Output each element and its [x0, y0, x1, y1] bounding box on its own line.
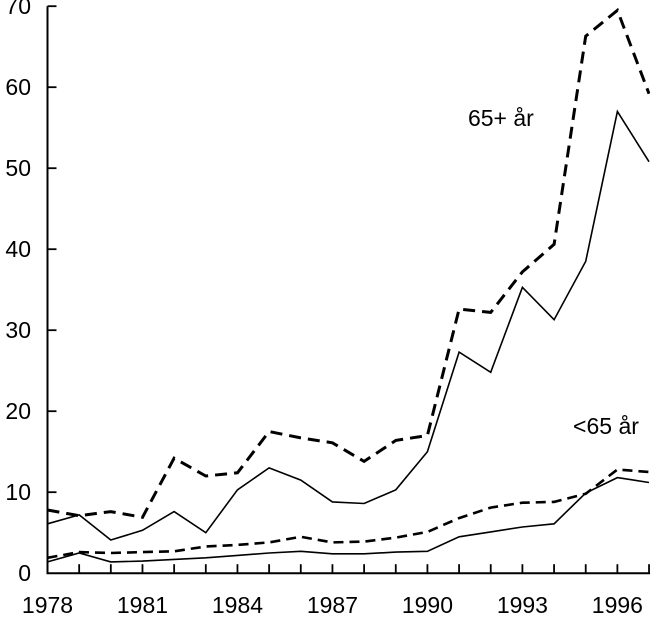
y-axis-tick-label: 60 — [5, 74, 31, 100]
x-axis-tick-label: 1996 — [592, 592, 643, 618]
x-axis-tick-label: 1981 — [117, 592, 168, 618]
x-axis-tick-label: 1993 — [497, 592, 548, 618]
x-axis-tick-label: 1984 — [212, 592, 263, 618]
y-axis-tick-label: 40 — [5, 236, 31, 262]
series-line-65plus-dashed — [47, 7, 650, 519]
y-axis-tick-label: 30 — [5, 317, 31, 343]
series-line-under65-dashed — [47, 468, 650, 560]
y-axis-tick-label: 0 — [18, 560, 31, 586]
y-axis-tick-label: 50 — [5, 155, 31, 181]
y-axis-tick-label: 70 — [5, 0, 31, 19]
series-line-under65-solid — [47, 476, 650, 563]
series-line-65plus-solid — [47, 109, 650, 541]
y-axis-tick-label: 10 — [5, 479, 31, 505]
series-label-under65: <65 år — [573, 413, 639, 439]
series-label-65plus: 65+ år — [468, 105, 534, 131]
x-axis-tick-label: 1990 — [402, 592, 453, 618]
x-axis-tick-label: 1978 — [22, 592, 73, 618]
y-axis-tick-label: 20 — [5, 398, 31, 424]
x-axis-tick-label: 1987 — [307, 592, 358, 618]
